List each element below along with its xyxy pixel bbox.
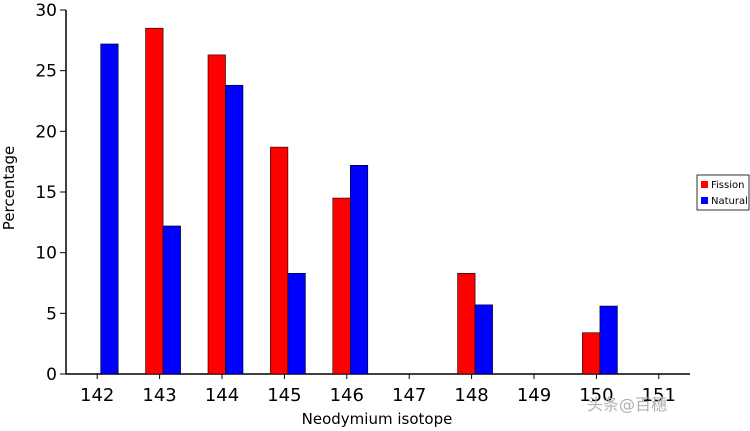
- y-tick-label: 20: [35, 122, 57, 142]
- bar-natural-145: [287, 272, 306, 375]
- y-axis-title: Percentage: [0, 146, 18, 230]
- watermark-text: 头条@百穗: [587, 395, 667, 414]
- bar-series: [100, 27, 618, 375]
- y-tick-label: 30: [35, 1, 57, 21]
- x-tick-label: 144: [205, 385, 239, 406]
- bar-fission-145: [270, 146, 289, 375]
- legend-label-fission: Fission: [711, 180, 744, 191]
- legend-swatch-natural: [701, 197, 708, 204]
- bar-natural-144: [225, 84, 244, 375]
- y-tick-label: 15: [35, 183, 57, 203]
- x-axis-title: Neodymium isotope: [302, 410, 453, 428]
- x-tick-label: 151: [642, 385, 676, 406]
- bar-natural-150: [599, 305, 618, 375]
- x-tick-label: 148: [454, 385, 488, 406]
- x-tick-label: 146: [330, 385, 364, 406]
- bar-natural-146: [349, 165, 369, 375]
- legend-swatch-fission: [701, 181, 708, 188]
- x-tick-label: 147: [392, 385, 426, 406]
- y-tick-label: 5: [46, 304, 57, 324]
- bar-fission-143: [145, 27, 164, 375]
- y-tick-label: 0: [46, 365, 57, 385]
- y-tick-labels: 0 5 10 15 20 25 30: [35, 1, 57, 385]
- x-tick-label: 149: [517, 385, 551, 406]
- legend-box: [696, 174, 750, 211]
- y-tick-label: 10: [35, 244, 57, 264]
- x-tick-label: 150: [579, 385, 613, 406]
- x-tick-label: 145: [267, 385, 301, 406]
- y-tick-label: 25: [35, 62, 57, 82]
- axis-ticks: [60, 9, 660, 379]
- bar-fission-146: [332, 197, 351, 375]
- bar-fission-144: [207, 54, 226, 375]
- bar-natural-148: [474, 304, 493, 375]
- bar-fission-150: [582, 332, 601, 375]
- legend-label-natural: Natural: [711, 196, 748, 207]
- bar-fission-148: [457, 272, 476, 375]
- x-tick-labels: 142 143 144 145 146 147 148 149 150 151: [80, 385, 676, 406]
- bar-natural-142: [100, 43, 119, 375]
- x-tick-label: 142: [80, 385, 114, 406]
- legend: Fission Natural: [696, 174, 750, 211]
- bar-natural-143: [162, 225, 181, 375]
- x-tick-label: 143: [142, 385, 176, 406]
